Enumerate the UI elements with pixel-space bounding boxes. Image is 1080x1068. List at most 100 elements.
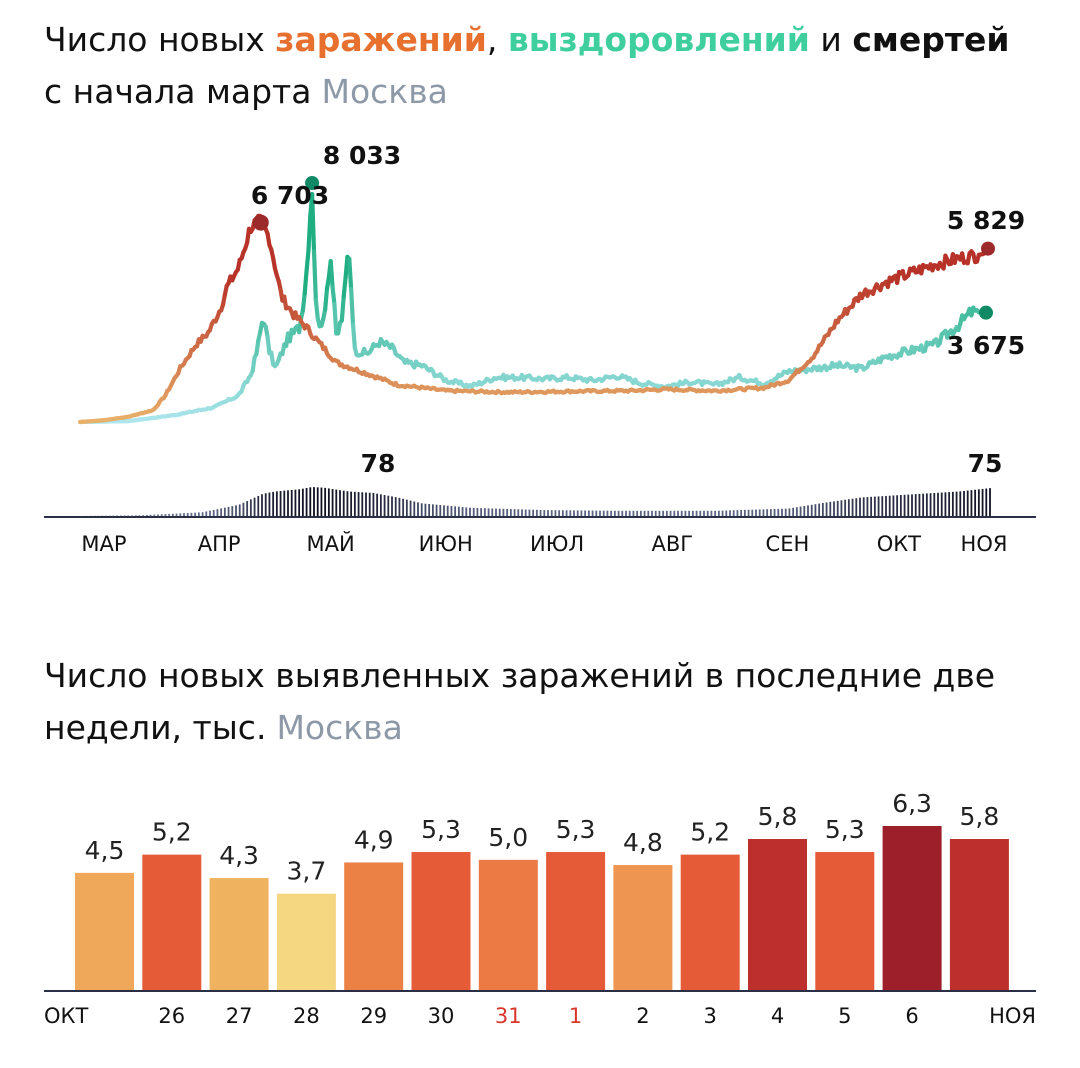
death-bar	[235, 505, 237, 516]
death-bar	[948, 492, 951, 516]
death-bar	[454, 506, 457, 516]
death-bar	[743, 509, 746, 516]
bar	[680, 854, 740, 990]
death-bar	[153, 514, 156, 516]
death-bar	[955, 491, 958, 516]
death-bar	[491, 508, 494, 516]
death-bar	[298, 489, 301, 516]
bar-value-label: 4,8	[623, 828, 663, 857]
death-bar	[119, 515, 122, 517]
death-bar	[866, 497, 869, 516]
death-bar	[651, 510, 653, 516]
bar	[613, 865, 673, 990]
title-deaths: смертей	[852, 20, 1010, 59]
death-bar	[929, 493, 932, 516]
death-bar	[543, 510, 546, 516]
death-bar	[821, 502, 824, 516]
death-bar	[309, 487, 312, 516]
death-bar	[989, 488, 991, 516]
death-bar	[885, 495, 887, 516]
death-bar	[643, 510, 646, 516]
death-bar	[877, 496, 880, 516]
recoveries-line-segment	[302, 268, 309, 296]
death-bar	[974, 489, 977, 516]
death-bar	[409, 500, 412, 516]
death-bar	[602, 510, 605, 516]
death-bar	[253, 497, 256, 516]
death-bar	[595, 510, 598, 516]
bar	[276, 893, 336, 990]
death-bar	[112, 515, 115, 517]
death-bar	[327, 488, 330, 516]
bar	[815, 852, 875, 990]
death-bar	[164, 514, 167, 516]
recoveries-line-segment	[304, 248, 311, 273]
month-label: АПР	[198, 532, 241, 556]
death-bar	[383, 495, 386, 516]
death-bar	[350, 491, 353, 516]
title-line2: с начала марта	[44, 72, 312, 111]
category-label: 6	[905, 1004, 918, 1028]
death-bar	[301, 488, 304, 516]
death-bar	[706, 510, 709, 516]
death-bar	[342, 490, 345, 516]
death-bar	[665, 510, 668, 516]
death-bar	[547, 510, 549, 516]
death-bar	[487, 508, 490, 516]
bar-value-label: 5,2	[152, 818, 192, 847]
death-bar	[535, 509, 538, 516]
recoveries-peak-marker	[305, 176, 320, 190]
month-label: ИЮН	[419, 532, 473, 556]
death-bar	[220, 508, 223, 516]
death-bar	[714, 510, 717, 516]
death-bar	[558, 510, 561, 516]
death-bar	[101, 515, 104, 517]
death-bar	[636, 510, 639, 516]
recoveries-line-segment	[310, 192, 317, 254]
death-bar	[457, 506, 460, 516]
death-bar	[810, 504, 813, 516]
main-line-chart: МАР АПР МАЙ ИЮН ИЮЛ АВГ СЕН ОКТ НОЯ 6 703 8 033 5 8…	[44, 141, 1036, 556]
death-bar	[290, 489, 293, 516]
death-bar	[305, 488, 308, 516]
death-bar	[617, 510, 620, 516]
death-bar	[925, 493, 928, 516]
death-bar	[168, 513, 171, 516]
title-prefix: Число новых	[44, 20, 276, 59]
death-bar	[431, 504, 434, 516]
month-label: ОКТ	[877, 532, 921, 556]
death-bar	[911, 494, 913, 516]
two-week-bar-chart: 4,5 5,2 4,3 3,7 4,9 5,3 5,0 5,3 4,8 5,2 5,8 5,3 6,3 5…	[44, 789, 1036, 1028]
death-bar	[907, 494, 910, 516]
death-bar	[123, 515, 126, 516]
recoveries-line-segment	[349, 286, 356, 327]
death-bar	[320, 487, 323, 516]
recoveries-line-segment	[250, 355, 257, 373]
death-bar	[316, 487, 319, 516]
death-bar	[402, 498, 405, 516]
bar	[546, 852, 606, 990]
death-bar	[469, 507, 471, 516]
death-bar	[495, 508, 497, 516]
death-bar	[847, 499, 850, 516]
death-bar	[417, 502, 419, 516]
month-label: МАЙ	[306, 531, 354, 556]
death-bar	[606, 510, 609, 516]
death-bar	[539, 509, 542, 516]
bar-value-label: 4,9	[354, 825, 394, 854]
death-bar	[966, 490, 969, 516]
death-bar	[361, 492, 364, 516]
death-bar	[398, 497, 401, 516]
death-bar	[573, 510, 575, 516]
death-bar	[591, 510, 594, 516]
category-label: 2	[636, 1004, 649, 1028]
death-bar	[576, 510, 579, 516]
deaths-last-label: 75	[968, 449, 1003, 478]
death-bar	[855, 498, 858, 516]
recoveries-peak-label: 8 033	[323, 141, 401, 170]
death-bar	[628, 510, 631, 516]
category-label: 30	[428, 1004, 455, 1028]
category-label: НОЯ	[989, 1004, 1036, 1028]
category-label: 1	[569, 1004, 582, 1028]
death-bar	[699, 510, 702, 516]
